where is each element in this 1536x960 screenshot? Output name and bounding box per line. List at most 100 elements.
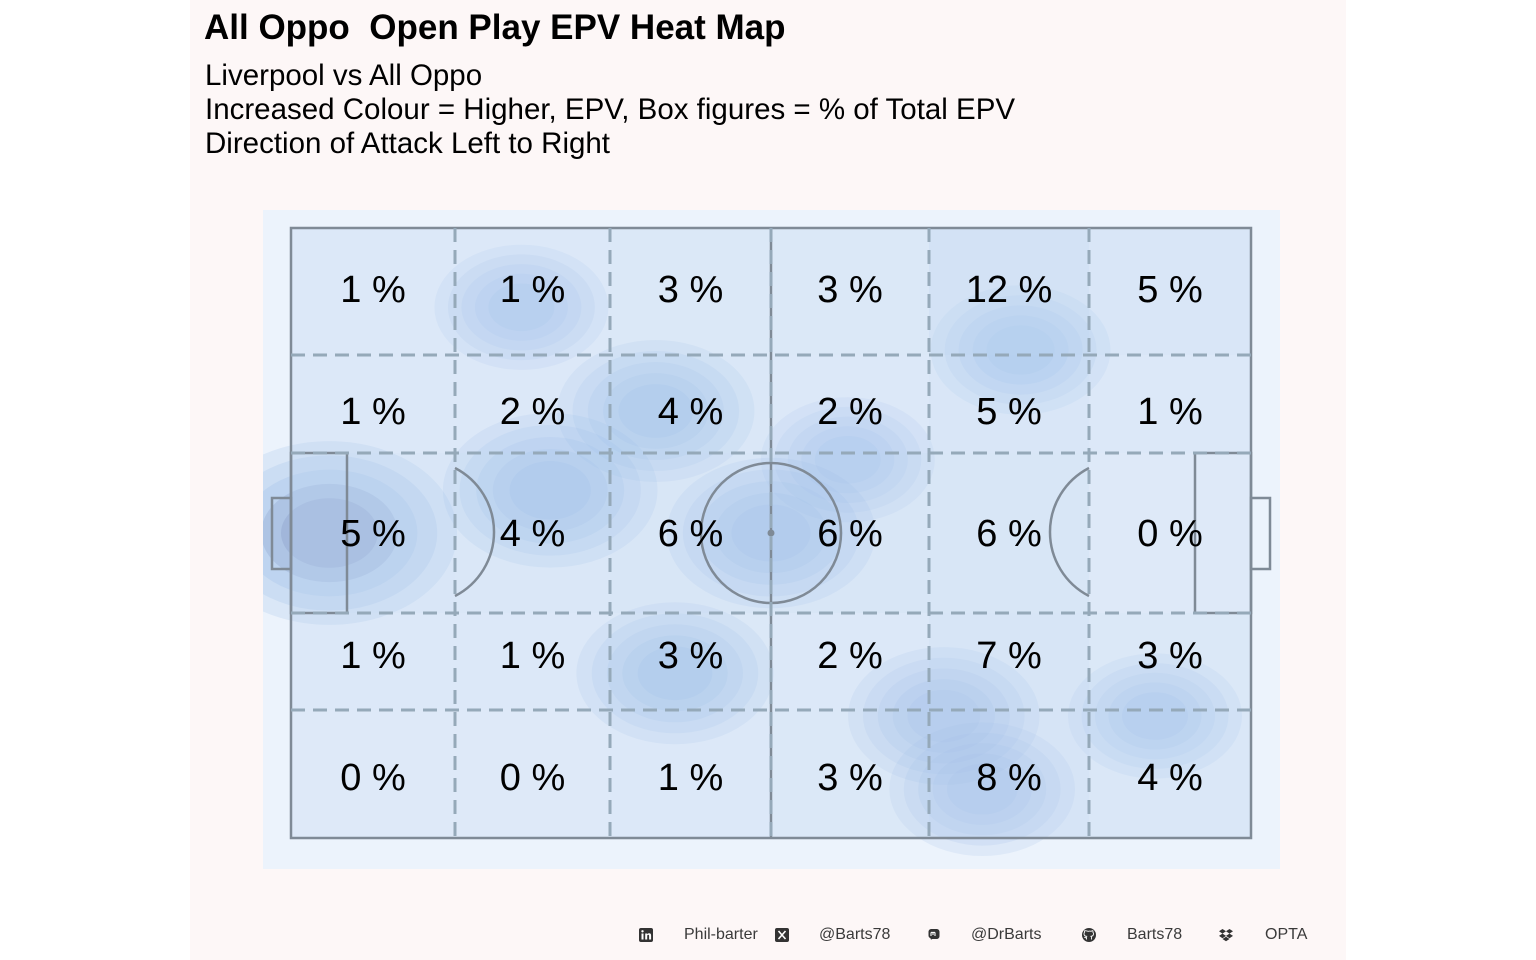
density-contour [622,635,728,712]
zone-value-label: 6 % [658,513,723,555]
mastodon-icon[interactable] [926,927,942,943]
density-contour [637,646,713,701]
zone-cell [771,228,929,355]
footer-mastodon-text[interactable]: @DrBarts [971,926,1042,943]
left-goal [270,496,293,571]
density-contour [461,264,582,351]
footer-data-source-text[interactable]: OPTA [1265,926,1308,943]
dropbox-icon[interactable] [1218,927,1234,943]
density-contour [892,679,995,753]
density-contour [509,461,591,520]
zone-cell [1089,710,1251,838]
density-contour [607,624,743,723]
right-goal [1249,496,1272,571]
github-icon[interactable] [1081,927,1097,943]
chart-subtitle-line-3: Direction of Attack Left to Right [205,127,611,160]
zone-cell [291,613,455,710]
zone-value-label: 2 % [817,635,882,677]
footer-github-text[interactable]: Barts78 [1127,926,1183,943]
zone-value-label: 5 % [1137,269,1202,311]
density-contour [476,437,625,544]
density-contour [907,689,981,743]
footer: Phil-barter @Barts78 @DrBarts Barts78 OP… [0,924,1536,948]
chart-title: All Oppo Open Play EPV Heat Map [204,8,786,47]
zone-cell [929,228,1089,355]
density-contour [1108,682,1202,750]
density-contour [587,362,724,460]
linkedin-icon[interactable] [638,927,654,943]
zone-cell [610,613,771,710]
zone-value-label: 0 % [500,757,565,799]
zone-value-label: 1 % [340,269,405,311]
density-contour [459,425,641,556]
density-contour [774,406,922,513]
zone-value-label: 0 % [340,757,405,799]
density-contour [932,753,1032,825]
zone-value-label: 3 % [817,269,882,311]
zone-value-label: 3 % [658,269,723,311]
heat-density-layer [263,244,1242,856]
zone-value-label: 1 % [500,635,565,677]
density-contour [877,668,1010,764]
zone-value-label: 5 % [976,391,1041,433]
zone-cell [291,453,455,613]
density-contour [918,743,1047,836]
zone-cell [771,453,929,613]
zone-cell [291,710,455,838]
density-contour [263,483,398,583]
footer-linkedin-text[interactable]: Phil-barter [684,926,758,943]
zone-labels: 1 % 1 % 3 % 3 % 12 % 5 % 1 % 2 % 4 % 2 % 5 % 1 % 5 %… [340,269,1202,799]
zone-value-label: 12 % [966,269,1053,311]
zone-cell [455,355,610,453]
zone-cell [610,228,771,355]
zone-cell [1089,228,1251,355]
density-contour [889,722,1075,856]
zone-value-label: 5 % [340,513,405,555]
zone-value-label: 4 % [658,391,723,433]
zone-cell [291,228,455,355]
zone-cell [929,453,1089,613]
footer-x-text[interactable]: @Barts78 [819,926,891,943]
zone-cell [455,228,610,355]
x-twitter-icon[interactable] [774,927,790,943]
zone-grid [291,228,1251,838]
zone-cell [929,710,1089,838]
zone-cell [455,710,610,838]
chart-subtitle-line-2: Increased Colour = Higher, EPV, Box figu… [205,93,1016,126]
zone-cell [1089,613,1251,710]
density-contour [474,273,568,341]
density-contour [1122,692,1188,740]
zone-cell [455,453,610,613]
zone-value-label: 1 % [658,757,723,799]
density-contour [1081,663,1229,769]
density-contour [814,436,881,484]
density-contour [618,384,694,438]
density-contour [603,373,709,449]
density-contour [947,763,1018,815]
density-contour [263,455,438,611]
zone-cell [929,613,1089,710]
density-contour [863,657,1025,775]
density-contour [263,441,457,625]
density-contour [572,351,740,471]
zone-value-label: 8 % [976,757,1041,799]
zone-value-label: 3 % [817,757,882,799]
zone-cell [610,453,771,613]
density-contour [801,426,895,494]
zone-cell [610,355,771,453]
zone-cell [1089,453,1251,613]
density-contour [488,283,555,332]
density-contour [848,647,1040,785]
zone-cell [929,355,1089,453]
density-contour [434,244,609,370]
zone-cell [455,613,610,710]
zone-value-label: 2 % [817,391,882,433]
density-contour [281,498,378,568]
density-contour [760,397,935,523]
density-contour [903,732,1061,846]
zone-value-label: 1 % [500,269,565,311]
zone-value-label: 3 % [1137,635,1202,677]
zone-fill-layer [291,228,1251,838]
chart-subtitle-line-1: Liverpool vs All Oppo [205,59,483,92]
